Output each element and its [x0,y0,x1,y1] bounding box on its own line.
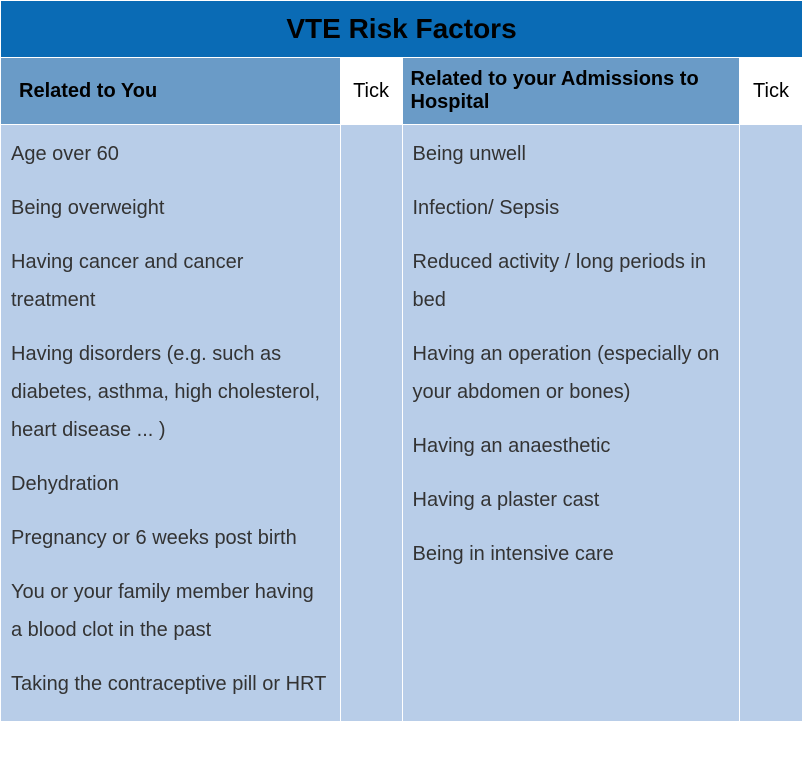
list-item: Being overweight [11,189,330,227]
list-item: Reduced activity / long periods in bed [413,243,730,319]
table-title: VTE Risk Factors [1,1,803,58]
list-item: Taking the contraceptive pill or HRT [11,665,330,703]
list-item: Age over 60 [11,135,330,173]
tick-column-left[interactable] [340,125,402,722]
list-item: Pregnancy or 6 weeks post birth [11,519,330,557]
vte-risk-table: VTE Risk Factors Related to You Tick Rel… [0,0,803,722]
list-item: Having an operation (especially on your … [413,335,730,411]
list-item: Having cancer and cancer treatment [11,243,330,319]
list-item: Having a plaster cast [413,481,730,519]
header-related-to-you: Related to You [1,58,341,125]
header-row: Related to You Tick Related to your Admi… [1,58,803,125]
related-to-admissions-cell: Being unwell Infection/ Sepsis Reduced a… [402,125,740,722]
related-to-you-cell: Age over 60 Being overweight Having canc… [1,125,341,722]
list-item: Being unwell [413,135,730,173]
list-item: You or your family member having a blood… [11,573,330,649]
list-item: Being in intensive care [413,535,730,573]
header-tick-left: Tick [340,58,402,125]
list-item: Having disorders (e.g. such as diabetes,… [11,335,330,449]
body-row: Age over 60 Being overweight Having canc… [1,125,803,722]
list-item: Dehydration [11,465,330,503]
list-item: Having an anaesthetic [413,427,730,465]
list-item: Infection/ Sepsis [413,189,730,227]
header-related-to-admissions: Related to your Admissions to Hospital [402,58,740,125]
tick-column-right[interactable] [740,125,803,722]
header-tick-right: Tick [740,58,803,125]
title-row: VTE Risk Factors [1,1,803,58]
